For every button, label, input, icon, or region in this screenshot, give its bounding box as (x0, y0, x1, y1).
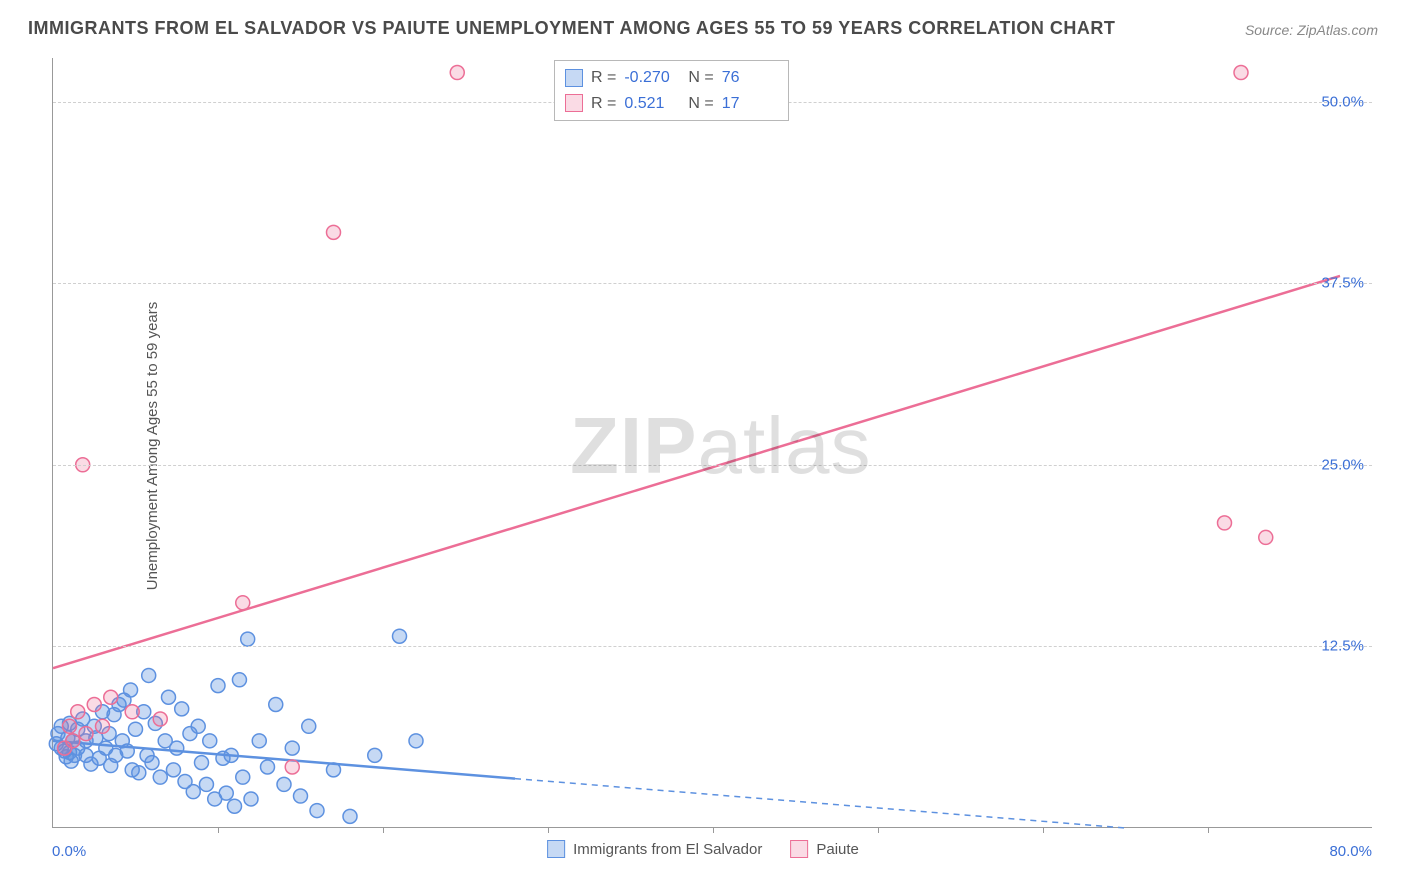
legend-label: Immigrants from El Salvador (573, 841, 762, 858)
x-tick (218, 827, 219, 833)
n-value: 76 (722, 65, 778, 91)
data-point (409, 734, 423, 748)
data-point (302, 719, 316, 733)
data-point (145, 756, 159, 770)
n-value: 17 (722, 91, 778, 117)
x-tick (383, 827, 384, 833)
r-value: 0.521 (624, 91, 680, 117)
y-tick-label: 37.5% (1321, 275, 1364, 292)
data-point (87, 698, 101, 712)
data-point (310, 804, 324, 818)
data-point (285, 760, 299, 774)
data-point (277, 777, 291, 791)
legend-swatch-blue (565, 69, 583, 87)
gridline (53, 646, 1372, 647)
gridline (53, 465, 1372, 466)
data-point (393, 629, 407, 643)
y-tick-label: 12.5% (1321, 638, 1364, 655)
n-label: N = (688, 91, 713, 117)
data-point (162, 690, 176, 704)
data-point (104, 690, 118, 704)
legend-swatch-pink (790, 840, 808, 858)
data-point (327, 225, 341, 239)
regression-line-extrapolated (515, 779, 1126, 828)
data-point (153, 770, 167, 784)
r-value: -0.270 (624, 65, 680, 91)
data-point (125, 705, 139, 719)
data-point (166, 763, 180, 777)
plot-svg (53, 58, 1372, 827)
data-point (228, 799, 242, 813)
data-point (191, 719, 205, 733)
data-point (261, 760, 275, 774)
data-point (186, 785, 200, 799)
data-point (285, 741, 299, 755)
data-point (232, 673, 246, 687)
data-point (211, 679, 225, 693)
legend-item-series1: Immigrants from El Salvador (547, 840, 762, 858)
chart-title: IMMIGRANTS FROM EL SALVADOR VS PAIUTE UN… (28, 18, 1115, 39)
n-label: N = (688, 65, 713, 91)
correlation-row: R = 0.521 N = 17 (565, 91, 778, 117)
correlation-row: R = -0.270 N = 76 (565, 65, 778, 91)
data-point (241, 632, 255, 646)
data-point (142, 668, 156, 682)
data-point (450, 66, 464, 80)
data-point (170, 741, 184, 755)
plot-area: 12.5% 25.0% 37.5% 50.0% (52, 58, 1372, 828)
x-tick (713, 827, 714, 833)
correlation-legend-box: R = -0.270 N = 76 R = 0.521 N = 17 (554, 60, 789, 121)
legend-label: Paiute (816, 841, 859, 858)
x-tick (1043, 827, 1044, 833)
y-tick-label: 50.0% (1321, 93, 1364, 110)
x-tick (878, 827, 879, 833)
data-point (1218, 516, 1232, 530)
x-tick (1208, 827, 1209, 833)
x-tick (548, 827, 549, 833)
data-point (66, 734, 80, 748)
x-axis-max-label: 80.0% (1329, 843, 1372, 860)
data-point (124, 683, 138, 697)
legend-swatch-blue (547, 840, 565, 858)
data-point (153, 712, 167, 726)
data-point (129, 722, 143, 736)
r-label: R = (591, 65, 616, 91)
data-point (199, 777, 213, 791)
data-point (269, 698, 283, 712)
data-point (343, 809, 357, 823)
legend-bottom: Immigrants from El Salvador Paiute (547, 840, 859, 858)
data-point (175, 702, 189, 716)
data-point (195, 756, 209, 770)
data-point (203, 734, 217, 748)
source-attribution: Source: ZipAtlas.com (1245, 22, 1378, 38)
data-point (96, 719, 110, 733)
data-point (294, 789, 308, 803)
data-point (252, 734, 266, 748)
data-point (63, 719, 77, 733)
y-tick-label: 25.0% (1321, 456, 1364, 473)
legend-item-series2: Paiute (790, 840, 859, 858)
x-axis-min-label: 0.0% (52, 843, 86, 860)
data-point (368, 748, 382, 762)
gridline (53, 283, 1372, 284)
data-point (132, 766, 146, 780)
data-point (79, 727, 93, 741)
legend-swatch-pink (565, 94, 583, 112)
regression-line (53, 741, 515, 779)
data-point (71, 705, 85, 719)
regression-line (53, 276, 1340, 668)
data-point (1234, 66, 1248, 80)
data-point (219, 786, 233, 800)
data-point (244, 792, 258, 806)
data-point (1259, 530, 1273, 544)
r-label: R = (591, 91, 616, 117)
data-point (236, 770, 250, 784)
